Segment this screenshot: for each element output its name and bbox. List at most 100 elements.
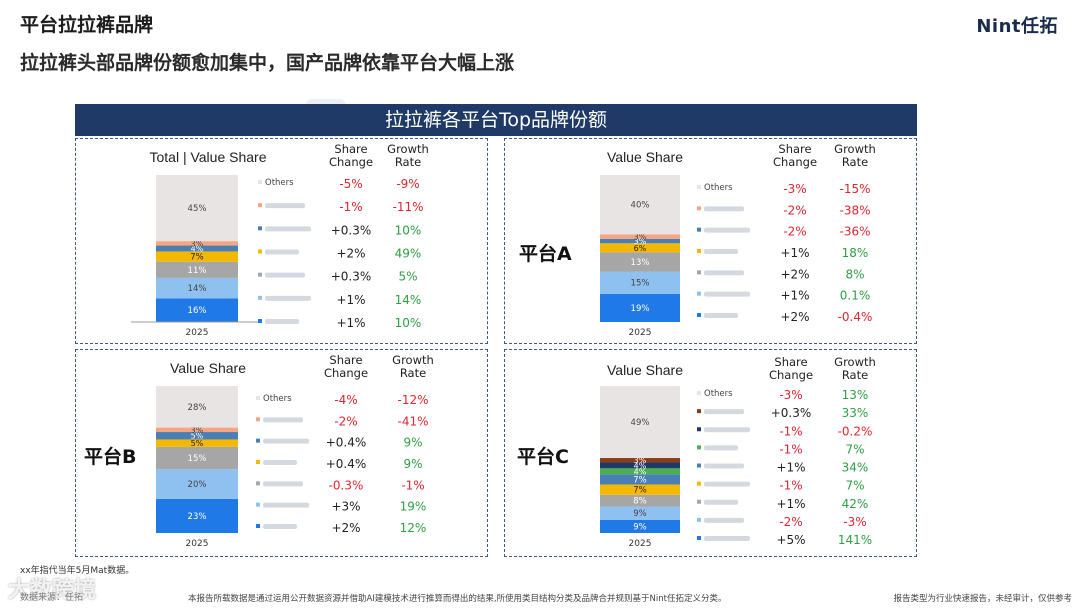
disclaimer: 本报告所载数据是通过运用公开数据资源并借助AI建模技术进行推算而得出的结果,所使… <box>188 594 727 604</box>
legend-swatch <box>256 481 260 486</box>
growth-rate-value: 10% <box>395 223 422 237</box>
share-change-value: +1% <box>776 461 805 475</box>
bar-segment <box>156 261 238 278</box>
bar-segment <box>156 298 238 322</box>
legend-swatch <box>697 463 701 468</box>
bar-segment <box>156 245 238 252</box>
x-tick-label: 2025 <box>186 539 209 549</box>
bar-segment <box>600 271 680 294</box>
growth-rate-value: 42% <box>842 497 869 511</box>
bar-data-label: 15% <box>631 279 650 289</box>
header-share-change: Share <box>329 353 362 367</box>
bar-segment <box>600 468 680 475</box>
legend-label-redacted <box>704 427 750 433</box>
share-change-value: +0.4% <box>326 457 367 471</box>
legend-swatch <box>256 438 260 443</box>
bar-data-label: 4% <box>634 461 647 470</box>
bar-data-label: 3% <box>634 237 647 246</box>
legend-label: Others <box>704 183 733 193</box>
growth-rate-value: 141% <box>838 533 872 547</box>
header-share-change: Change <box>769 368 813 382</box>
header-share-change: Share <box>778 142 811 156</box>
share-change-value: +2% <box>336 247 365 261</box>
legend-label-redacted <box>704 445 738 451</box>
growth-rate-value: -1% <box>401 478 424 492</box>
bar-data-label: 5% <box>191 439 204 448</box>
legend-swatch <box>697 499 701 504</box>
legend-swatch <box>256 417 260 422</box>
share-change-value: +2% <box>780 310 809 324</box>
legend-label: Others <box>704 389 733 399</box>
bar-segment <box>156 251 238 262</box>
legend-swatch <box>256 460 260 464</box>
chart-title: Total | Value Share <box>149 149 266 165</box>
legend-swatch <box>697 206 701 211</box>
share-change-value: +1% <box>780 289 809 303</box>
bar-data-label: 49% <box>631 418 650 428</box>
bar-segment <box>156 469 238 499</box>
legend-label-redacted <box>704 463 744 469</box>
header-growth-rate: Growth <box>834 142 876 156</box>
share-change-value: -0.3% <box>329 478 364 492</box>
bar-data-label: 45% <box>188 204 207 214</box>
legend-label-redacted <box>265 295 311 301</box>
bar-segment <box>600 386 680 459</box>
share-change-value: -2% <box>783 203 806 217</box>
watermark: 大数跨境 <box>8 578 97 603</box>
header-growth-rate: Rate <box>842 368 868 382</box>
bar-segment <box>600 234 680 239</box>
legend-swatch <box>697 227 701 232</box>
growth-rate-value: 0.1% <box>840 289 871 303</box>
legend-label-redacted <box>265 272 305 278</box>
legend-label-redacted <box>704 499 738 505</box>
section-banner: 拉拉裤各平台Top品牌份额 <box>75 104 917 136</box>
legend-label-redacted <box>265 319 299 324</box>
growth-rate-value: -0.4% <box>838 310 873 324</box>
bar-data-label: 4% <box>191 245 204 254</box>
legend-swatch <box>256 502 260 507</box>
share-change-value: -2% <box>779 515 802 529</box>
growth-rate-value: -15% <box>839 182 870 196</box>
bar-segment <box>156 241 238 246</box>
legend-label-redacted <box>704 270 744 276</box>
page-subtitle: 拉拉裤头部品牌份额愈加集中，国产品牌依靠平台大幅上涨 <box>20 52 515 74</box>
share-change-value: -1% <box>779 442 802 456</box>
growth-rate-value: 10% <box>395 316 422 330</box>
bar-data-label: 20% <box>188 480 207 490</box>
share-change-value: -2% <box>783 225 806 239</box>
stacked-bar-chart: Value Share ShareChangeGrowthRate9%9%8%7%… <box>600 355 876 549</box>
growth-rate-value: 9% <box>403 457 422 471</box>
legend-label: Others <box>263 394 292 404</box>
header-share-change: Share <box>774 355 807 369</box>
chart-title: Value Share <box>607 149 683 165</box>
legend-label-redacted <box>263 524 297 529</box>
share-change-value: +1% <box>776 497 805 511</box>
legend-swatch <box>258 319 262 323</box>
bar-segment <box>156 386 238 428</box>
legend-label-redacted <box>263 460 297 465</box>
bar-segment <box>600 484 680 495</box>
bar-data-label: 16% <box>188 306 207 316</box>
legend-label-redacted <box>265 226 311 232</box>
legend-label-redacted <box>704 517 744 523</box>
chart-panel-platform-a: Value Share Share Change Growth Rate 19% 15% 13… <box>504 138 917 344</box>
legend-label-redacted <box>704 536 750 541</box>
chart-title: Value Share <box>170 360 246 376</box>
share-change-value: -3% <box>783 182 806 196</box>
growth-rate-value: -41% <box>397 414 428 428</box>
share-change-value: +3% <box>331 500 360 514</box>
header-share-change: Change <box>773 155 817 169</box>
legend-label-redacted <box>265 203 305 209</box>
bar-data-label: 8% <box>633 497 647 507</box>
legend-swatch <box>697 409 701 414</box>
legend-swatch <box>697 481 701 486</box>
share-change-value: -2% <box>334 414 357 428</box>
bar-data-label: 9% <box>633 509 647 519</box>
growth-rate-value: 18% <box>842 246 869 260</box>
legend-label: Others <box>265 178 294 188</box>
legend-swatch <box>258 272 262 277</box>
platform-label: 平台C <box>517 446 569 468</box>
bar-data-label: 3% <box>634 456 647 465</box>
